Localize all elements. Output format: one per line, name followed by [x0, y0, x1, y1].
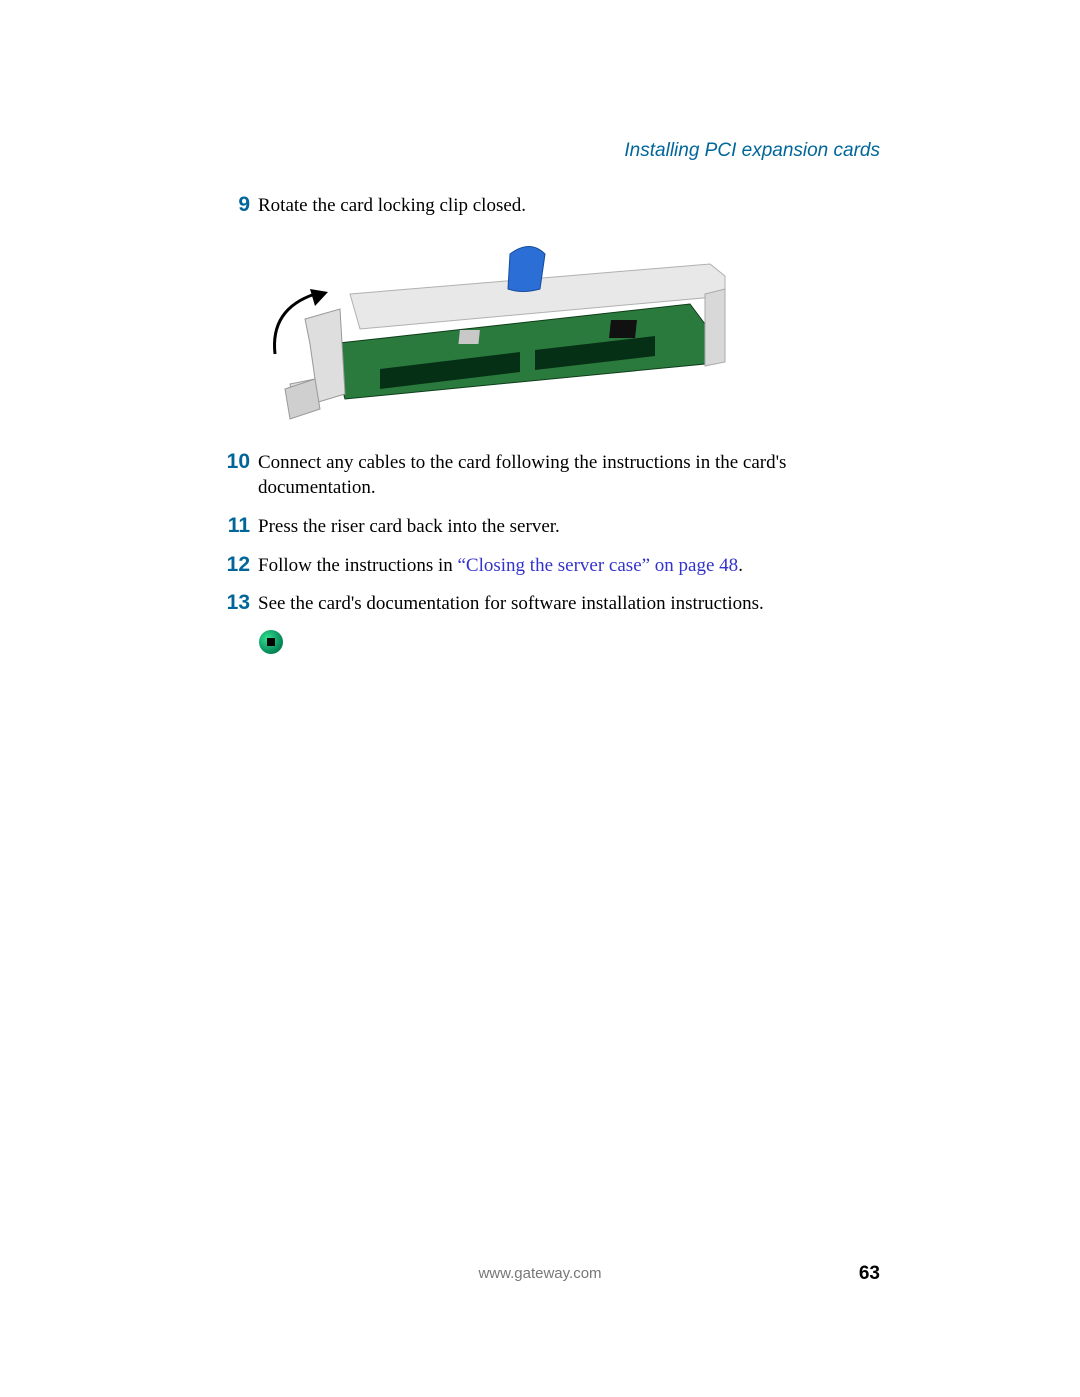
- page-number: 63: [859, 1263, 880, 1285]
- step-9: 9 Rotate the card locking clip closed.: [200, 192, 880, 219]
- footer-url: www.gateway.com: [478, 1265, 601, 1282]
- step-number: 11: [200, 513, 258, 538]
- step-number: 12: [200, 552, 258, 577]
- step-text-after: .: [738, 555, 743, 576]
- end-of-procedure-icon: [258, 629, 880, 660]
- step-text: Follow the instructions in “Closing the …: [258, 552, 880, 579]
- step-number: 10: [200, 449, 258, 474]
- step-text: See the card's documentation for softwar…: [258, 590, 880, 617]
- page-footer: www.gateway.com 63: [0, 1265, 1080, 1282]
- step-number: 13: [200, 590, 258, 615]
- section-header: Installing PCI expansion cards: [200, 140, 880, 162]
- page: Installing PCI expansion cards 9 Rotate …: [0, 0, 1080, 1397]
- step-11: 11 Press the riser card back into the se…: [200, 513, 880, 540]
- step-text-before: Follow the instructions in: [258, 555, 458, 576]
- step-12: 12 Follow the instructions in “Closing t…: [200, 552, 880, 579]
- step-10: 10 Connect any cables to the card follow…: [200, 449, 880, 501]
- step-number: 9: [200, 192, 258, 217]
- step-13: 13 See the card's documentation for soft…: [200, 590, 880, 617]
- step-text: Press the riser card back into the serve…: [258, 513, 880, 540]
- figure-riser-card: [260, 234, 880, 429]
- step-text: Connect any cables to the card following…: [258, 449, 880, 501]
- step-text: Rotate the card locking clip closed.: [258, 192, 880, 219]
- crossref-link[interactable]: “Closing the server case” on page 48: [458, 555, 739, 576]
- riser-card-illustration: [260, 234, 730, 424]
